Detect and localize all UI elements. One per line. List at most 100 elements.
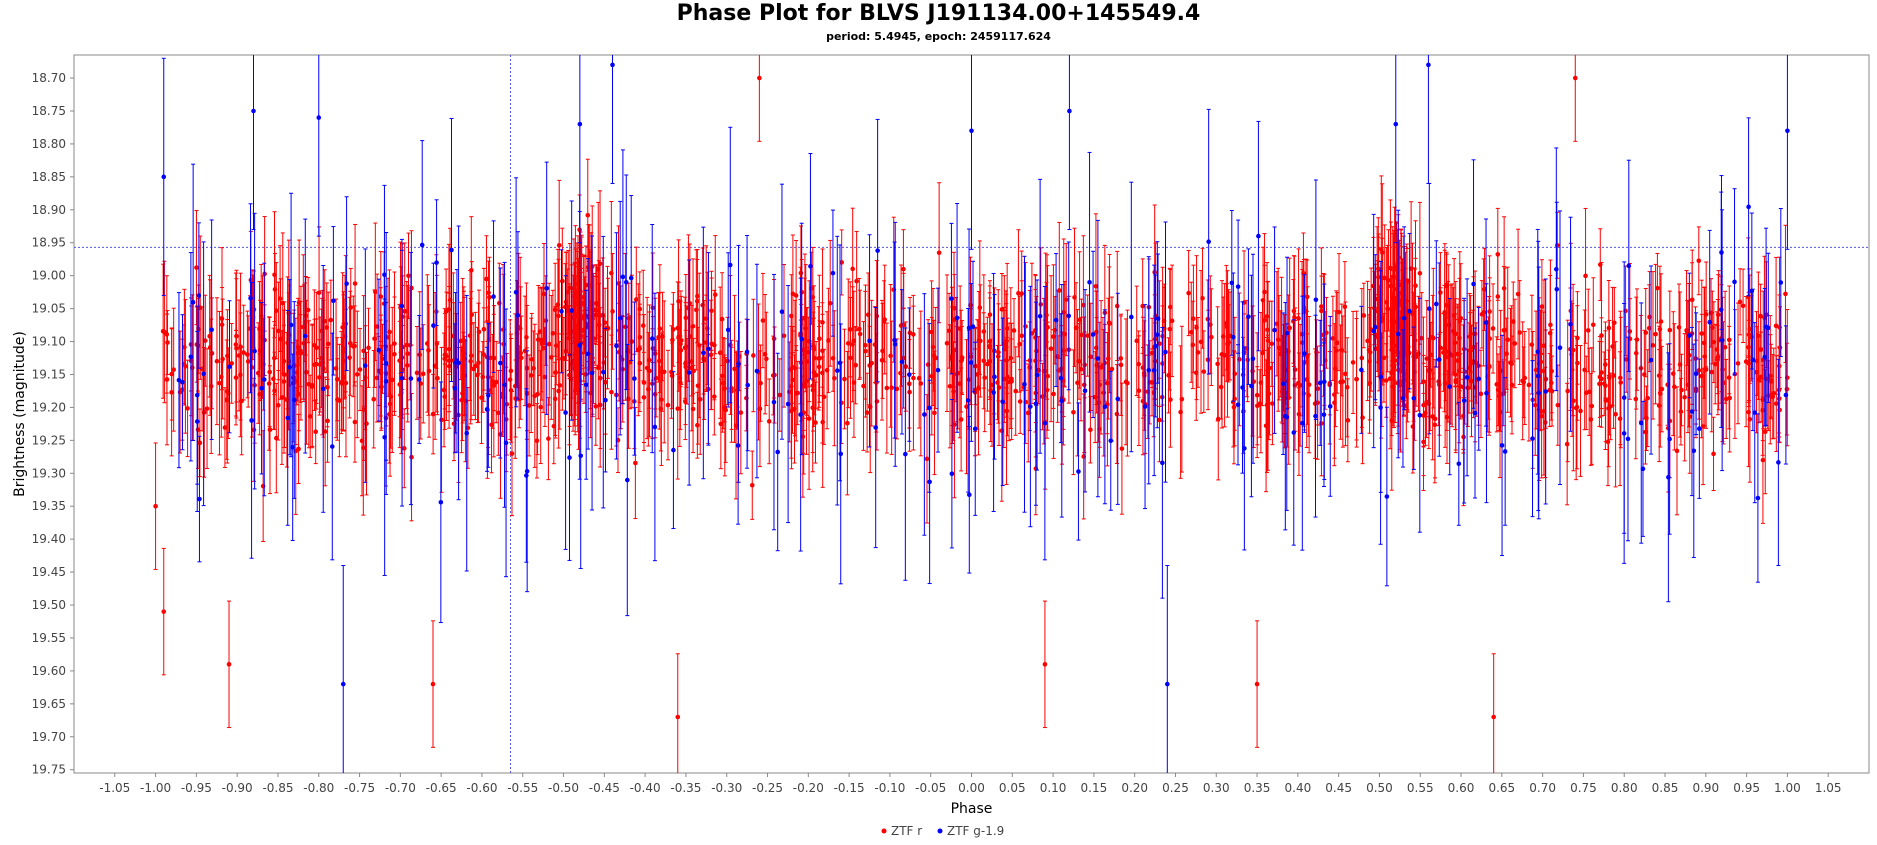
point-marker (486, 290, 491, 296)
data-point (1467, 312, 1473, 390)
point-marker (1490, 326, 1496, 331)
data-point (1338, 324, 1343, 440)
point-marker (974, 372, 980, 377)
point-marker (542, 374, 548, 380)
data-point (1565, 319, 1570, 463)
data-point (476, 289, 482, 375)
point-marker (340, 325, 345, 330)
point-marker (640, 323, 646, 328)
data-point (409, 230, 414, 346)
point-marker (1565, 388, 1570, 394)
point-marker (379, 384, 384, 390)
point-marker (602, 320, 608, 325)
point-marker (1338, 379, 1343, 385)
data-point (804, 307, 810, 416)
point-marker (1019, 333, 1025, 339)
point-marker (1467, 334, 1473, 340)
data-point (1114, 250, 1120, 362)
point-marker (295, 344, 301, 350)
point-marker (995, 380, 1000, 385)
point-marker (1413, 283, 1418, 289)
data-point (1490, 283, 1496, 374)
data-point (204, 348, 210, 469)
point-marker (1701, 340, 1707, 346)
point-marker (1495, 252, 1501, 257)
data-point (957, 329, 963, 439)
point-marker (758, 380, 763, 386)
point-marker (526, 403, 532, 408)
point-marker (546, 436, 551, 441)
point-marker (489, 422, 494, 428)
point-marker (1578, 408, 1583, 414)
point-marker (1093, 284, 1099, 289)
data-point (214, 297, 220, 426)
data-point (354, 310, 360, 439)
data-point (985, 316, 990, 412)
point-marker (1077, 317, 1082, 323)
point-marker (1265, 327, 1270, 333)
point-marker (414, 370, 420, 376)
point-marker (854, 278, 859, 284)
point-marker (1774, 401, 1779, 406)
point-marker (982, 375, 987, 381)
data-point (461, 286, 467, 394)
point-marker (229, 361, 234, 366)
point-marker (1777, 345, 1783, 350)
point-marker (257, 326, 262, 332)
point-marker (1571, 398, 1576, 404)
point-marker (1606, 325, 1612, 331)
data-point (1699, 279, 1705, 388)
data-point (947, 324, 953, 449)
data-point (528, 317, 534, 434)
point-marker (1136, 361, 1141, 367)
point-marker (697, 396, 703, 402)
data-point (1361, 282, 1367, 349)
point-marker (717, 350, 723, 356)
point-marker (1715, 354, 1721, 360)
point-marker (650, 305, 656, 311)
point-marker (467, 333, 473, 338)
point-marker (1605, 439, 1611, 445)
point-marker (1166, 373, 1171, 378)
data-point (207, 274, 212, 398)
point-marker (1432, 416, 1438, 422)
point-marker (1653, 331, 1658, 337)
data-point (781, 264, 787, 408)
point-marker (1336, 309, 1342, 315)
point-marker (1585, 328, 1591, 333)
point-marker (1342, 304, 1348, 310)
point-marker (1118, 356, 1124, 361)
point-marker (1421, 402, 1426, 408)
data-point (185, 359, 190, 458)
data-point (171, 307, 176, 432)
point-marker (207, 333, 212, 339)
point-marker (195, 427, 201, 432)
data-point (414, 325, 420, 420)
data-point (1011, 298, 1017, 363)
data-point (352, 381, 358, 463)
point-marker (347, 355, 352, 360)
point-marker (439, 417, 444, 423)
point-marker (864, 410, 870, 415)
point-marker (853, 362, 858, 368)
point-marker (1361, 313, 1367, 318)
point-marker (694, 307, 699, 313)
data-point (532, 323, 538, 468)
point-marker (1676, 325, 1682, 330)
data-point (1254, 332, 1260, 459)
point-marker (517, 326, 523, 331)
data-point (1134, 285, 1140, 397)
data-point (480, 341, 486, 413)
point-marker (1085, 333, 1090, 338)
data-point (548, 294, 554, 420)
point-marker (528, 373, 534, 378)
point-marker (354, 372, 360, 377)
data-point (864, 372, 870, 453)
point-marker (1231, 404, 1237, 410)
data-point (1257, 369, 1263, 438)
point-marker (1539, 304, 1545, 309)
data-point (766, 378, 772, 465)
point-marker (1013, 388, 1019, 394)
data-point (1696, 226, 1702, 296)
point-marker (1011, 328, 1017, 333)
